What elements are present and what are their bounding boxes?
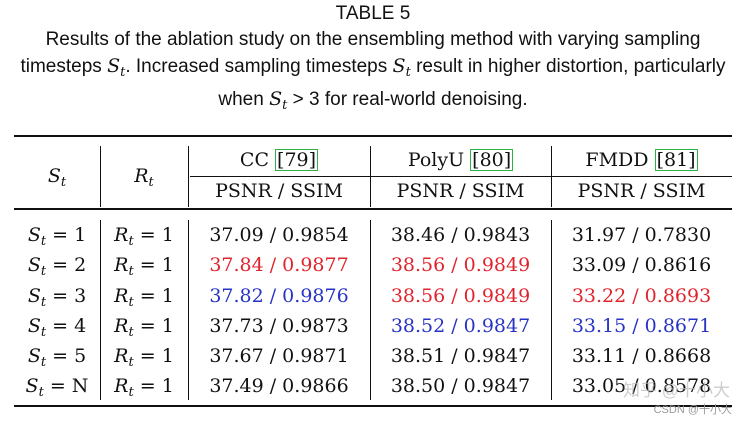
table-row-4-st: St = 4 — [27, 315, 87, 340]
table-row-3-fmdd: 33.22 / 0.8693 — [571, 285, 712, 307]
body-sep-1 — [100, 220, 101, 400]
header-dataset-cc: CC [79] — [239, 149, 319, 171]
table-row-3-cc: 37.82 / 0.9876 — [209, 285, 349, 307]
table-row-6-polyu: 38.50 / 0.9847 — [390, 375, 531, 397]
caption-text-4: for real-world denoising. — [319, 89, 528, 110]
header-dataset-polyu: PolyU [80] — [407, 149, 514, 171]
table-row-5-rt: Rt = 1 — [114, 345, 174, 370]
header-dataset-fmdd: FMDD [81] — [585, 149, 698, 171]
table-row-2-st: St = 2 — [27, 254, 87, 279]
header-metric-fmdd: PSNR / SSIM — [577, 180, 706, 202]
table-row-1-fmdd: 31.97 / 0.7830 — [571, 224, 712, 246]
table-row-5-cc: 37.67 / 0.9871 — [209, 345, 349, 367]
citation-link-79[interactable]: [79] — [275, 149, 319, 171]
col-sep-1 — [100, 146, 101, 207]
col-sep-2 — [188, 146, 189, 207]
bottom-rule — [14, 405, 732, 407]
citation-link-80[interactable]: [80] — [470, 149, 514, 171]
table-row-3-rt: Rt = 1 — [114, 285, 174, 310]
table-row-6-fmdd: 33.05 / 0.8578 — [571, 375, 712, 397]
caption-text-2: . Increased sampling timesteps — [125, 56, 393, 77]
header-bottom-rule — [14, 208, 732, 210]
table-row-2-rt: Rt = 1 — [114, 254, 174, 279]
header-metric-polyu: PSNR / SSIM — [396, 180, 525, 202]
table-row-3-st: St = 3 — [27, 285, 87, 310]
table-row-2-polyu: 38.56 / 0.9849 — [390, 254, 531, 276]
top-rule — [14, 135, 732, 137]
col-sep-3 — [370, 146, 371, 207]
table-row-4-polyu: 38.52 / 0.9847 — [390, 315, 531, 337]
header-st: St — [47, 165, 67, 190]
table-row-6-cc: 37.49 / 0.9866 — [209, 375, 349, 397]
caption-math-st-3: St — [269, 88, 288, 113]
table-row-6-st: St = N — [25, 375, 89, 400]
table-row-5-fmdd: 33.11 / 0.8668 — [571, 345, 712, 367]
table-row-1-polyu: 38.46 / 0.9843 — [390, 224, 531, 246]
caption-text-1: Results of the ablation study on the ens… — [20, 29, 701, 77]
col-sep-4 — [551, 146, 552, 207]
table-row-5-st: St = 5 — [27, 345, 87, 370]
table-row-1-rt: Rt = 1 — [114, 224, 174, 249]
header-rt: Rt — [134, 165, 154, 190]
table-row-2-fmdd: 33.09 / 0.8616 — [571, 254, 712, 276]
body-sep-3 — [370, 220, 371, 400]
table-row-1-cc: 37.09 / 0.9854 — [209, 224, 349, 246]
caption-math-st-2: St — [392, 55, 411, 80]
header-metric-cc: PSNR / SSIM — [215, 180, 343, 202]
caption-text-3: result in higher distortion, particularl… — [218, 56, 726, 110]
table-label: TABLE 5 — [335, 3, 411, 24]
watermark-zhihu: 知乎 @十小大 — [623, 381, 730, 400]
table-row-6-rt: Rt = 1 — [114, 375, 174, 400]
table-caption: Results of the ablation study on the ens… — [14, 27, 732, 119]
watermark-csdn: CSDN @十小大 — [653, 404, 732, 416]
table-row-4-rt: Rt = 1 — [114, 315, 174, 340]
body-sep-4 — [551, 220, 552, 400]
caption-condition: > 3 — [287, 89, 320, 110]
table-row-4-fmdd: 33.15 / 0.8671 — [571, 315, 712, 337]
body-sep-2 — [188, 220, 189, 400]
table-row-3-polyu: 38.56 / 0.9849 — [390, 285, 531, 307]
table-row-4-cc: 37.73 / 0.9873 — [209, 315, 349, 337]
table-row-5-polyu: 38.51 / 0.9847 — [390, 345, 531, 367]
citation-link-81[interactable]: [81] — [654, 149, 698, 171]
caption-math-st-1: St — [107, 55, 126, 80]
table-row-2-cc: 37.84 / 0.9877 — [209, 254, 349, 276]
dataset-underline — [190, 176, 732, 177]
table-row-1-st: St = 1 — [27, 224, 87, 249]
